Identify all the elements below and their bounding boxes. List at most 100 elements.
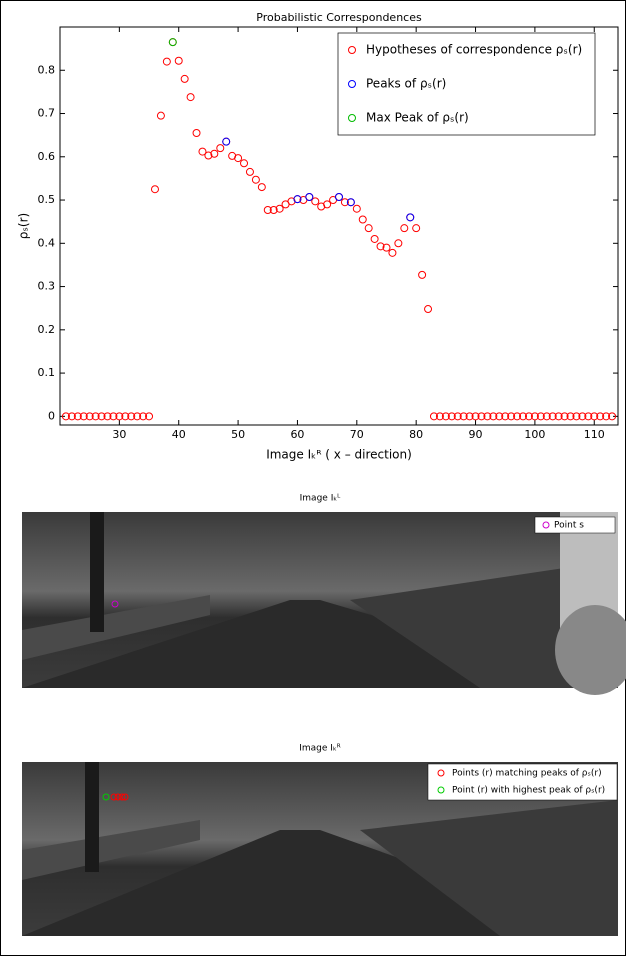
y-tick-label: 0.7 [38, 107, 56, 120]
point [311, 197, 320, 206]
image-title: Image Iₖᴸ [300, 494, 342, 504]
x-tick-label: 40 [172, 428, 186, 441]
point [424, 305, 433, 314]
legend-marker [348, 80, 356, 88]
point [542, 412, 551, 421]
x-tick-label: 90 [469, 428, 483, 441]
point [477, 412, 486, 421]
point [210, 149, 219, 158]
point [198, 147, 207, 156]
point [572, 412, 581, 421]
y-tick-label: 0.8 [38, 63, 56, 76]
point [115, 412, 124, 421]
point [234, 154, 243, 163]
point [447, 412, 456, 421]
point [471, 412, 480, 421]
point [358, 215, 367, 224]
point [275, 204, 284, 213]
point [400, 224, 409, 233]
point [346, 198, 355, 207]
point [519, 412, 528, 421]
point [382, 243, 391, 252]
point [156, 111, 165, 120]
point [67, 412, 76, 421]
point [97, 412, 106, 421]
point [566, 412, 575, 421]
point [376, 242, 385, 251]
x-tick-label: 80 [409, 428, 423, 441]
point [501, 412, 510, 421]
chart-title: Probabilistic Correspondences [256, 11, 422, 24]
point [180, 74, 189, 83]
y-tick-label: 0.2 [38, 323, 56, 336]
legend-label: Point (r) with highest peak of ρₛ(r) [452, 786, 605, 796]
legend-marker [348, 46, 356, 54]
point [204, 151, 213, 160]
point [412, 224, 421, 233]
point [162, 57, 171, 66]
point [127, 412, 136, 421]
point [388, 248, 397, 257]
point [536, 412, 545, 421]
point [216, 144, 225, 153]
point [335, 193, 343, 202]
point [174, 56, 183, 65]
point [251, 175, 260, 184]
point [441, 412, 450, 421]
plot-frame [59, 26, 619, 426]
x-tick-label: 30 [112, 428, 126, 441]
point [608, 412, 617, 421]
point [429, 412, 438, 421]
point [352, 204, 361, 213]
point [370, 234, 379, 243]
legend-box [337, 32, 596, 136]
y-tick-label: 0 [48, 409, 55, 422]
point [548, 412, 557, 421]
x-axis-label: Image Iₖᴿ ( x – direction) [266, 448, 412, 462]
point [257, 183, 266, 192]
point [602, 412, 611, 421]
legend-label: Peaks of ρₛ(r) [366, 77, 446, 91]
point [453, 412, 462, 421]
point [109, 412, 118, 421]
point [121, 412, 130, 421]
x-tick-label: 70 [350, 428, 364, 441]
point [245, 167, 254, 176]
point [103, 412, 112, 421]
y-tick-label: 0.4 [38, 236, 56, 249]
point [459, 412, 468, 421]
point [240, 159, 249, 168]
point [560, 412, 569, 421]
image-right: Points (r) matching peaks of ρₛ(r) Point… [22, 762, 618, 936]
point [186, 93, 195, 102]
point [61, 412, 70, 421]
point [79, 412, 88, 421]
point [530, 412, 539, 421]
point [483, 412, 492, 421]
point [584, 412, 593, 421]
point [489, 412, 498, 421]
point [524, 412, 533, 421]
point [145, 412, 154, 421]
point [293, 195, 302, 204]
point [554, 412, 563, 421]
point [364, 224, 373, 233]
y-tick-label: 0.1 [38, 366, 56, 379]
x-tick-label: 110 [584, 428, 605, 441]
point [418, 270, 427, 279]
point [139, 412, 148, 421]
point [495, 412, 504, 421]
point [192, 128, 201, 137]
point [263, 205, 272, 214]
point [596, 412, 605, 421]
y-tick-label: 0.3 [38, 280, 56, 293]
legend-label: Hypotheses of correspondence ρₛ(r) [366, 43, 582, 57]
x-tick-label: 60 [290, 428, 304, 441]
x-tick-label: 50 [231, 428, 245, 441]
point [578, 412, 587, 421]
legend-label: Max Peak of ρₛ(r) [366, 111, 469, 125]
point [222, 137, 231, 146]
point [85, 412, 94, 421]
point [168, 38, 177, 47]
